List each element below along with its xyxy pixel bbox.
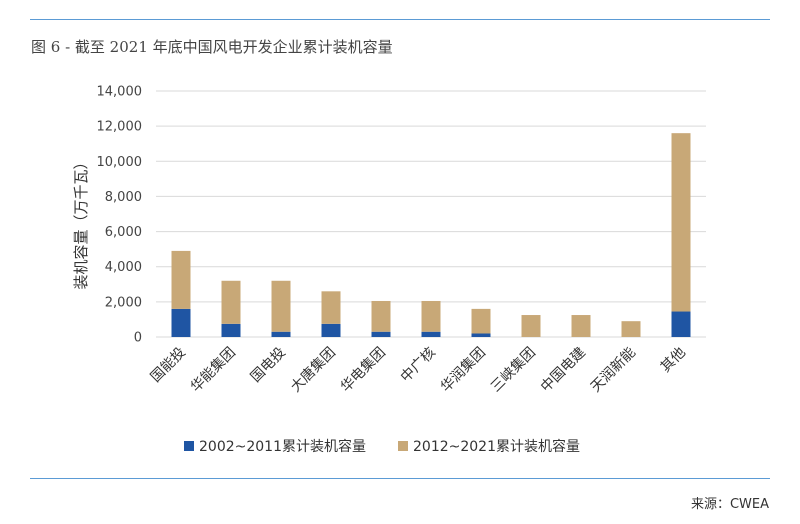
y-tick-label: 4,000 — [105, 260, 142, 275]
y-tick-label: 12,000 — [97, 120, 143, 135]
x-category-label: 国电投 — [248, 345, 289, 386]
bar-segment-series1 — [271, 331, 291, 337]
bar-segment-series2 — [271, 280, 291, 332]
y-tick-label: 2,000 — [105, 295, 142, 310]
x-category-label: 中广核 — [398, 345, 439, 386]
figure-title: 图 6 - 截至 2021 年底中国风电开发企业累计装机容量 — [31, 38, 393, 56]
legend-label-series2: 2012~2021累计装机容量 — [413, 438, 580, 455]
bar-segment-series2 — [671, 133, 691, 312]
top-rule — [30, 19, 770, 20]
y-tick-label: 14,000 — [97, 85, 143, 100]
x-category-label: 华电集团 — [337, 344, 389, 396]
bar-segment-series1 — [371, 331, 391, 337]
bar-segment-series2 — [471, 308, 491, 334]
x-category-label: 华能集团 — [187, 344, 239, 396]
bar-segment-series2 — [321, 291, 341, 324]
bar-segment-series2 — [421, 300, 441, 332]
legend-swatch-series2 — [398, 441, 408, 451]
y-axis-label: 装机容量（万千瓦） — [72, 154, 90, 289]
bottom-rule — [30, 478, 770, 479]
y-axis-ticks: 0 2,000 4,000 6,000 8,000 10,000 12,000 14,000 — [97, 85, 143, 346]
y-tick-label: 8,000 — [105, 190, 142, 205]
x-category-label: 华润集团 — [437, 344, 489, 396]
source-note: 来源：CWEA — [690, 497, 769, 512]
x-category-label: 天润新能 — [588, 345, 639, 396]
bar-segment-series1 — [471, 333, 491, 337]
bar-segment-series2 — [221, 280, 241, 324]
bar-segment-series2 — [371, 300, 391, 332]
x-category-label: 其他 — [658, 345, 689, 376]
bar-segment-series1 — [221, 323, 241, 337]
legend-label-series1: 2002~2011累计装机容量 — [199, 438, 366, 455]
bars — [171, 133, 691, 337]
bar-segment-series2 — [521, 315, 541, 337]
bar-segment-series1 — [321, 323, 341, 337]
y-tick-label: 6,000 — [105, 225, 142, 240]
x-category-label: 大唐集团 — [287, 344, 339, 396]
bar-segment-series2 — [621, 321, 641, 337]
x-category-label: 中国电建 — [538, 345, 589, 396]
bar-segment-series2 — [171, 250, 191, 309]
legend-swatch-series1 — [184, 441, 194, 451]
stacked-bar-chart: 02,0004,0006,0008,00010,00012,00014,000 … — [72, 85, 706, 455]
gridlines — [156, 90, 706, 338]
x-category-label: 三峡集团 — [487, 344, 539, 396]
x-axis-categories: 国能投 华能集团 国电投 大唐集团 华电集团 中广核 华润集团 三峡集团 中国电建 天润新能 其他 — [148, 344, 689, 396]
y-tick-label: 0 — [134, 331, 142, 346]
x-category-label: 国能投 — [148, 345, 189, 386]
bar-segment-series1 — [671, 311, 691, 337]
bar-segment-series2 — [571, 315, 591, 337]
bar-segment-series1 — [421, 331, 441, 337]
legend: 2002~2011累计装机容量 2012~2021累计装机容量 — [184, 438, 580, 455]
y-tick-label: 10,000 — [97, 155, 143, 170]
bar-segment-series1 — [171, 308, 191, 337]
